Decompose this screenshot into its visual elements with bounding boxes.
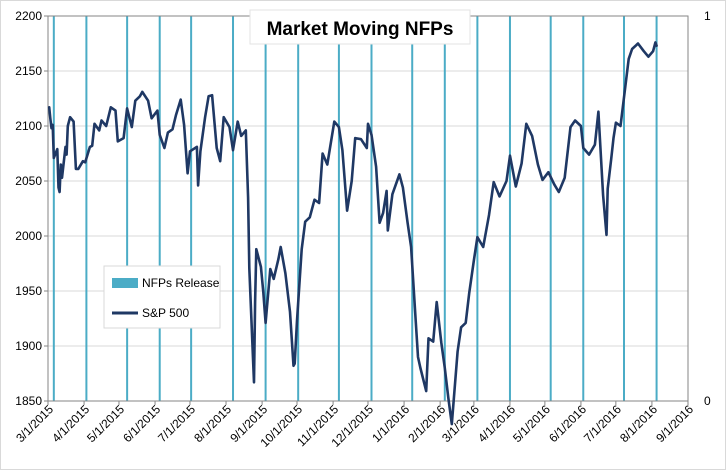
y-tick-label: 1900 bbox=[15, 339, 42, 353]
y-tick-label: 1950 bbox=[15, 284, 42, 298]
sp500-line bbox=[47, 41, 658, 426]
legend-nfp-swatch bbox=[112, 278, 138, 288]
legend-nfp-label: NFPs Release bbox=[142, 276, 220, 290]
legend: NFPs Release S&P 500 bbox=[103, 265, 221, 329]
y-tick-label: 2100 bbox=[15, 119, 42, 133]
y-tick-label: 2000 bbox=[15, 229, 42, 243]
chart-title: Market Moving NFPs bbox=[249, 9, 471, 45]
chart-title-text: Market Moving NFPs bbox=[267, 19, 454, 40]
y-axis-ticks: 1850 1900 1950 2000 2050 2100 2150 2200 bbox=[15, 9, 48, 408]
legend-sp500-label: S&P 500 bbox=[142, 306, 189, 320]
y-tick-label: 2150 bbox=[15, 64, 42, 78]
y-tick-label: 2050 bbox=[15, 174, 42, 188]
secondary-y-tick-label: 0 bbox=[704, 394, 711, 408]
sp500-series bbox=[47, 41, 658, 426]
nfp-release-lines bbox=[52, 16, 658, 401]
y-tick-label: 2200 bbox=[15, 9, 42, 23]
secondary-y-tick-label: 1 bbox=[704, 9, 711, 23]
y-tick-label: 1850 bbox=[15, 394, 42, 408]
secondary-y-axis-ticks: 01 bbox=[704, 9, 711, 408]
